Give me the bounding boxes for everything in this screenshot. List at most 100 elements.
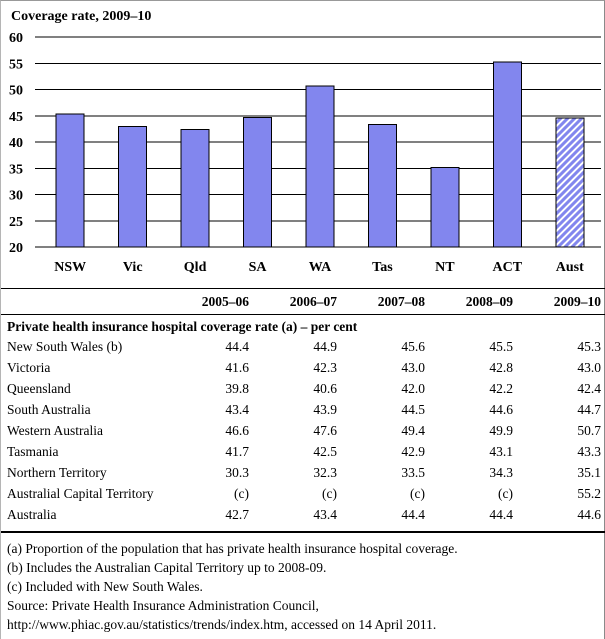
value-cell: 39.8 — [225, 381, 249, 396]
bar-Qld — [180, 128, 210, 248]
value-cell: 44.9 — [313, 339, 337, 354]
value-cell: 43.0 — [401, 360, 425, 375]
table-row: Victoria 41.6 42.3 43.0 42.8 43.0 — [1, 357, 605, 378]
row-label: Tasmania — [7, 444, 59, 459]
y-axis-label: 35 — [9, 162, 23, 177]
y-axis-label: 40 — [9, 136, 23, 151]
value-cell: 43.4 — [254, 504, 342, 533]
x-axis-label: WA — [309, 260, 332, 275]
value-cell: 41.6 — [225, 360, 249, 375]
source-note: Source: Private Health Insurance Adminis… — [7, 598, 437, 632]
y-axis-label: 25 — [9, 215, 23, 230]
value-cell: 49.9 — [489, 423, 513, 438]
value-cell: 44.6 — [518, 504, 605, 533]
bar-Aust — [555, 117, 585, 248]
column-header: 2009–10 — [518, 288, 605, 315]
value-cell: 43.3 — [577, 444, 601, 459]
y-axis-label: 30 — [9, 189, 23, 204]
value-cell: 49.4 — [401, 423, 425, 438]
x-axis-label: SA — [249, 260, 268, 275]
value-cell: 46.6 — [225, 423, 249, 438]
footnote: (a) Proportion of the population that ha… — [7, 541, 458, 556]
value-cell: 44.6 — [489, 402, 513, 417]
chart-title: Coverage rate, 2009–10 — [11, 9, 152, 24]
value-cell: 30.3 — [225, 465, 249, 480]
value-cell: 44.5 — [401, 402, 425, 417]
table-row: Western Australia 46.6 47.6 49.4 49.9 50.7 — [1, 420, 605, 441]
row-label: Queensland — [7, 381, 71, 396]
y-axis-label: 60 — [9, 31, 23, 46]
footnote: (c) Included with New South Wales. — [7, 579, 203, 594]
value-cell: (c) — [234, 486, 249, 501]
row-label: South Australia — [7, 402, 91, 417]
bar-NSW — [55, 113, 85, 248]
value-cell: 44.7 — [577, 402, 601, 417]
table-header: 2005–06 2006–07 2007–08 2008–09 2009–10 — [1, 288, 605, 315]
bar-chart: 60 55 50 45 40 35 30 25 20 NSW Vic Qld SA WA Tas NT ACT A… — [9, 31, 601, 275]
coverage-data-table: 2005–06 2006–07 2007–08 2008–09 2009–10 Priv… — [1, 288, 605, 533]
section-title-row: Private health insurance hospital covera… — [1, 315, 605, 337]
row-label: New South Wales (b) — [7, 339, 123, 354]
x-axis-label: NSW — [54, 260, 86, 275]
value-cell: 42.8 — [489, 360, 513, 375]
x-axis-label: Qld — [184, 260, 207, 275]
value-cell: 41.7 — [225, 444, 249, 459]
table-row: New South Wales (b) 44.4 44.9 45.6 45.5 45.3 — [1, 336, 605, 357]
value-cell: 45.6 — [401, 339, 425, 354]
value-cell: (c) — [410, 486, 425, 501]
row-label: Victoria — [7, 360, 51, 375]
value-cell: 43.0 — [577, 360, 601, 375]
table-row: Tasmania 41.7 42.5 42.9 43.1 43.3 — [1, 441, 605, 462]
value-cell: 45.3 — [577, 339, 601, 354]
table-row: Australia 42.7 43.4 44.4 44.4 44.6 — [1, 504, 605, 533]
table-row: Northern Territory 30.3 32.3 33.5 34.3 35.1 — [1, 462, 605, 483]
column-header: 2006–07 — [254, 288, 342, 315]
value-cell: 50.7 — [577, 423, 601, 438]
value-cell: 44.4 — [225, 339, 249, 354]
row-label: Northern Territory — [7, 465, 107, 480]
x-axis-label: ACT — [493, 260, 523, 275]
bar-ACT — [492, 61, 522, 248]
value-cell: 42.4 — [577, 381, 601, 396]
value-cell: 35.1 — [577, 465, 601, 480]
table-row: Queensland 39.8 40.6 42.0 42.2 42.4 — [1, 378, 605, 399]
table-header-row: 2005–06 2006–07 2007–08 2008–09 2009–10 — [1, 288, 605, 315]
value-cell: 42.5 — [313, 444, 337, 459]
value-cell: (c) — [322, 486, 337, 501]
value-cell: 47.6 — [313, 423, 337, 438]
x-axis-label: Vic — [123, 260, 143, 275]
x-axis-label: Tas — [372, 260, 393, 275]
bar-WA — [305, 85, 335, 248]
x-axis-label: Aust — [556, 260, 584, 275]
value-cell: 45.5 — [489, 339, 513, 354]
footnote: (b) Includes the Australian Capital Terr… — [7, 560, 327, 575]
value-cell: 34.3 — [489, 465, 513, 480]
y-axis-label: 20 — [9, 241, 23, 256]
row-label: Australial Capital Territory — [7, 486, 154, 501]
value-cell: (c) — [498, 486, 513, 501]
column-header: 2005–06 — [166, 288, 254, 315]
value-cell: 44.4 — [430, 504, 518, 533]
table-row: South Australia 43.4 43.9 44.5 44.6 44.7 — [1, 399, 605, 420]
value-cell: 42.3 — [313, 360, 337, 375]
bar-NT — [430, 167, 460, 248]
footnotes: (a) Proportion of the population that ha… — [1, 539, 604, 634]
y-axis-label: 45 — [9, 110, 23, 125]
value-cell: 55.2 — [577, 486, 601, 501]
bar-Tas — [367, 124, 397, 248]
value-cell: 44.4 — [342, 504, 430, 533]
value-cell: 43.4 — [225, 402, 249, 417]
section-title: Private health insurance hospital covera… — [7, 319, 358, 334]
value-cell: 42.2 — [489, 381, 513, 396]
column-header-blank — [1, 288, 166, 315]
y-axis-label: 55 — [9, 57, 23, 72]
value-cell: 33.5 — [401, 465, 425, 480]
row-label: Australia — [1, 504, 166, 533]
value-cell: 43.9 — [313, 402, 337, 417]
value-cell: 42.7 — [166, 504, 254, 533]
value-cell: 43.1 — [489, 444, 513, 459]
value-cell: 32.3 — [313, 465, 337, 480]
y-axis-label: 50 — [9, 84, 23, 99]
row-label: Western Australia — [7, 423, 104, 438]
